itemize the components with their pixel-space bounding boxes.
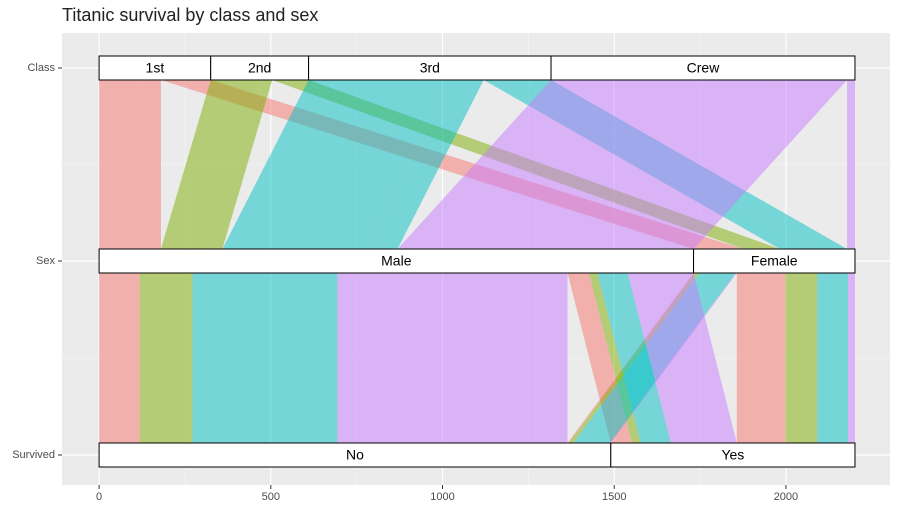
x-tick-label: 1000	[430, 491, 454, 503]
stratum-label: 2nd	[248, 60, 271, 76]
ribbon	[785, 273, 818, 443]
ribbon	[817, 273, 849, 443]
x-tick-label: 2000	[774, 491, 798, 503]
ribbon	[848, 80, 855, 249]
ribbon	[609, 273, 737, 443]
x-tick-label: 0	[96, 491, 102, 503]
ribbon	[847, 80, 849, 249]
ribbon	[222, 80, 454, 249]
ribbon	[736, 273, 786, 443]
stratum-label: Male	[381, 253, 412, 269]
stratum-label: Crew	[687, 60, 721, 76]
ribbon	[139, 273, 193, 443]
stratum	[98, 248, 695, 274]
y-tick-label: Sex	[36, 255, 55, 267]
y-tick-label: Survived	[12, 449, 55, 461]
stratum-label: 3rd	[420, 60, 440, 76]
ribbon	[397, 80, 782, 249]
stratum	[610, 442, 856, 468]
x-tick-label: 1500	[602, 491, 626, 503]
stratum	[210, 55, 310, 81]
stratum	[550, 55, 856, 81]
stratum-label: Female	[751, 253, 798, 269]
ribbon	[160, 80, 264, 249]
stratum-label: Yes	[721, 447, 744, 463]
ribbon	[192, 273, 338, 443]
stratum	[693, 248, 856, 274]
chart-title: Titanic survival by class and sex	[62, 5, 318, 25]
ribbon	[337, 273, 568, 443]
ribbon	[627, 80, 848, 249]
ribbon	[99, 80, 140, 249]
stratum-label: 1st	[146, 60, 165, 76]
stratum	[308, 55, 552, 81]
ribbon	[597, 273, 671, 443]
stratum-label: No	[346, 447, 364, 463]
stratum	[98, 55, 212, 81]
ribbon	[627, 273, 737, 443]
y-tick-label: Class	[27, 62, 55, 74]
ribbon	[213, 80, 273, 249]
ribbon	[367, 80, 484, 249]
ribbon	[99, 273, 140, 443]
ribbon	[848, 273, 855, 443]
ribbon	[139, 80, 161, 249]
x-tick-label: 500	[262, 491, 280, 503]
